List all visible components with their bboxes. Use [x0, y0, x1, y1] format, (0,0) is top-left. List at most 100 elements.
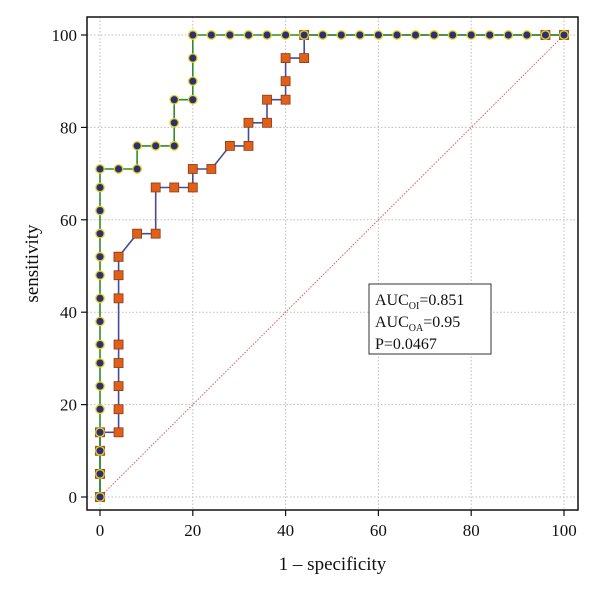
point-oi	[540, 30, 551, 40]
x-tick-label: 80	[463, 521, 480, 540]
point-oi	[336, 30, 347, 40]
point-oi	[95, 164, 105, 174]
point-oa	[280, 76, 291, 87]
point-oi	[95, 427, 105, 438]
point-oi	[95, 251, 105, 262]
point-oa	[150, 228, 161, 239]
y-tick-label: 100	[52, 26, 78, 45]
point-oi	[317, 30, 328, 40]
point-oi	[187, 53, 198, 63]
point-oi	[95, 445, 105, 456]
legend-auc-oa-value: =0.95	[423, 314, 460, 331]
point-oa	[262, 117, 272, 128]
point-oi	[169, 94, 180, 105]
point-oi	[95, 358, 105, 368]
legend-auc-oi-value: =0.851	[419, 292, 464, 309]
x-tick-label: 40	[277, 521, 294, 540]
point-oi	[299, 30, 310, 40]
point-oi	[150, 141, 161, 151]
legend-box: AUCOI=0.851 AUCOA=0.95 P=0.0467	[368, 283, 492, 355]
y-tick-label: 80	[60, 118, 77, 137]
point-oi	[466, 30, 477, 40]
point-oi	[392, 30, 402, 40]
plot-frame	[86, 16, 579, 511]
y-tick-label: 20	[60, 396, 77, 415]
point-oa	[113, 381, 124, 392]
point-oi	[113, 164, 124, 174]
y-tick-label: 60	[60, 211, 77, 230]
point-oa	[280, 94, 291, 105]
x-tick-label: 100	[551, 521, 577, 540]
point-oa	[225, 140, 235, 151]
legend-line-p-value: P=0.0467	[375, 336, 437, 353]
point-oi	[187, 94, 198, 105]
point-oa	[206, 164, 217, 174]
point-oa	[113, 270, 124, 281]
point-oa	[113, 404, 124, 415]
legend-line-auc-oi: AUCOI=0.851	[375, 292, 464, 312]
point-oa	[132, 228, 143, 239]
point-oi	[522, 30, 532, 40]
point-oa	[113, 427, 124, 438]
point-oa	[243, 140, 254, 151]
point-oi	[95, 469, 105, 479]
y-axis-label: sensitivity	[22, 224, 43, 303]
point-oi	[206, 30, 217, 40]
point-oi	[429, 30, 439, 40]
point-oi	[262, 30, 272, 40]
point-oi	[410, 30, 421, 40]
legend-auc-label: AUC	[375, 292, 409, 309]
point-oa	[280, 53, 291, 63]
point-oa	[262, 94, 272, 105]
point-oi	[95, 182, 105, 193]
legend-oi-subscript: OI	[409, 301, 420, 312]
legend-auc-label: AUC	[375, 314, 409, 331]
point-oa	[150, 182, 161, 193]
x-tick-label: 20	[184, 521, 201, 540]
point-oa	[243, 117, 254, 128]
tick-labels: 0 20 40 60 80 100 0 20 40 60 80 100	[52, 26, 577, 540]
point-oa	[113, 358, 124, 368]
reference-diagonal	[99, 34, 565, 498]
point-oa	[113, 251, 124, 262]
legend-frame	[368, 283, 492, 355]
point-oi	[95, 293, 105, 304]
point-oi	[503, 30, 514, 40]
legend-p-value: P=0.0467	[375, 336, 437, 353]
x-tick-label: 0	[96, 521, 105, 540]
point-oi	[95, 270, 105, 281]
y-tick-label: 0	[69, 488, 78, 507]
point-oi	[95, 339, 105, 350]
point-oi	[187, 30, 198, 40]
point-oi	[95, 316, 105, 327]
point-oi	[187, 76, 198, 87]
point-oi	[447, 30, 458, 40]
point-oa	[299, 53, 310, 63]
point-oi	[373, 30, 384, 40]
point-oi	[169, 141, 180, 151]
point-oi	[95, 381, 105, 391]
point-oi	[169, 117, 180, 128]
legend-line-auc-oa: AUCOA=0.95	[375, 314, 460, 334]
point-oa	[113, 339, 124, 350]
point-oi	[132, 141, 142, 151]
x-axis-label: 1 – specificity	[279, 554, 387, 575]
point-oi	[243, 30, 254, 40]
point-oi	[225, 30, 235, 40]
x-tick-label: 60	[370, 521, 387, 540]
point-oa	[187, 164, 198, 174]
point-oi	[354, 30, 365, 40]
point-oi	[95, 228, 105, 239]
series-layer	[95, 30, 569, 502]
point-oi	[95, 205, 105, 216]
point-oi	[95, 492, 105, 502]
point-oi	[132, 164, 142, 174]
point-oi	[484, 30, 495, 40]
point-oi	[280, 30, 291, 40]
point-oi	[559, 30, 569, 40]
point-oi	[95, 404, 105, 415]
point-oa	[113, 293, 124, 304]
point-oa	[187, 182, 198, 193]
series-oi	[95, 30, 569, 502]
